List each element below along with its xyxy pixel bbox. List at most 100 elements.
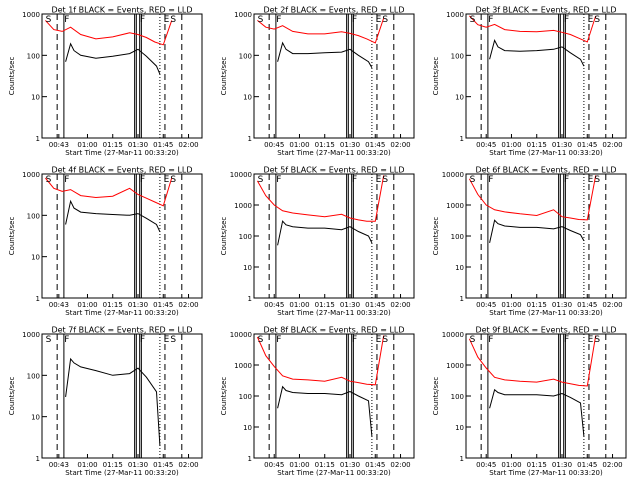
x-tick-label-1-4: 01:30	[128, 141, 148, 149]
y-tick-label-4-1: 1	[36, 295, 40, 303]
x-tick-label-5-1: 00:45	[264, 301, 284, 309]
y-tick-label-8-4: 1000	[234, 362, 252, 370]
marker-4-3: F	[140, 175, 145, 185]
x-tick-label-1-3: 01:15	[103, 141, 123, 149]
y-tick-label-3-3: 100	[451, 52, 464, 60]
marker-7-2: F	[64, 335, 69, 345]
series-black-3	[489, 39, 585, 67]
marker-8-5: S	[382, 335, 388, 345]
x-tick-label-8-5: 01:45	[365, 461, 385, 469]
series-red-5	[256, 175, 385, 222]
y-tick-label-3-2: 10	[455, 94, 464, 102]
x-tick-label-1-2: 01:00	[77, 141, 97, 149]
x-tick-label-3-3: 01:15	[527, 141, 547, 149]
y-axis-label-3: Counts/sec	[432, 57, 440, 96]
x-tick-label-7-3: 01:15	[103, 461, 123, 469]
y-tick-label-7-4: 1000	[22, 331, 40, 339]
x-tick-label-1-1: 00:43	[49, 141, 69, 149]
y-tick-label-8-3: 100	[239, 393, 252, 401]
plot-frame-1	[41, 13, 203, 139]
marker-2-3: F	[352, 15, 357, 25]
y-tick-label-9-1: 1	[460, 455, 464, 463]
y-axis-label-1: Counts/sec	[8, 57, 16, 96]
marker-1-3: F	[140, 15, 145, 25]
y-axis-label-5: Counts/sec	[220, 217, 228, 256]
x-tick-label-2-4: 01:30	[340, 141, 360, 149]
marker-1-4: E	[164, 15, 170, 25]
marker-1-2: F	[64, 15, 69, 25]
x-axis-label-2: Start Time (27-Mar-11 00:33:20)	[277, 149, 391, 157]
y-tick-label-5-3: 100	[239, 233, 252, 241]
plot-frame-5	[253, 173, 415, 299]
series-red-8	[256, 335, 385, 386]
y-tick-label-9-3: 100	[451, 393, 464, 401]
panel-title-5: Det 5f BLACK = Events, RED = LLD	[263, 166, 404, 175]
plot-frame-6	[465, 173, 627, 299]
marker-1-5: S	[170, 15, 176, 25]
x-tick-label-9-5: 01:45	[577, 461, 597, 469]
y-tick-label-1-4: 1000	[22, 11, 40, 19]
y-tick-label-6-1: 1	[460, 295, 464, 303]
marker-2-4: E	[376, 15, 382, 25]
marker-8-2: F	[276, 335, 281, 345]
y-tick-label-6-5: 10000	[442, 171, 464, 179]
x-tick-label-8-6: 02:00	[390, 461, 410, 469]
x-tick-label-7-2: 01:00	[77, 461, 97, 469]
y-tick-label-2-1: 1	[248, 135, 252, 143]
x-axis-label-6: Start Time (27-Mar-11 00:33:20)	[489, 309, 603, 317]
marker-5-4: E	[376, 175, 382, 185]
y-tick-label-5-1: 1	[248, 295, 252, 303]
plot-frame-2	[253, 13, 415, 139]
marker-3-1: S	[470, 15, 476, 25]
x-tick-label-3-4: 01:30	[552, 141, 572, 149]
marker-9-3: F	[564, 335, 569, 345]
x-tick-label-3-2: 01:00	[501, 141, 521, 149]
marker-7-4: E	[164, 335, 170, 345]
x-axis-label-1: Start Time (27-Mar-11 00:33:20)	[65, 149, 179, 157]
panel-title-1: Det 1f BLACK = Events, RED = LLD	[51, 6, 192, 15]
series-black-7	[65, 357, 161, 446]
x-axis-label-5: Start Time (27-Mar-11 00:33:20)	[277, 309, 391, 317]
marker-9-1: S	[470, 335, 476, 345]
series-black-8	[277, 385, 373, 437]
x-axis-label-3: Start Time (27-Mar-11 00:33:20)	[489, 149, 603, 157]
x-tick-label-4-3: 01:15	[103, 301, 123, 309]
y-tick-label-3-4: 1000	[446, 11, 464, 19]
marker-8-3: F	[352, 335, 357, 345]
y-tick-label-2-4: 1000	[234, 11, 252, 19]
marker-5-5: S	[382, 175, 388, 185]
x-tick-label-7-1: 00:43	[49, 461, 69, 469]
y-tick-label-6-4: 1000	[446, 202, 464, 210]
plot-frame-8	[253, 333, 415, 459]
y-tick-label-5-5: 10000	[230, 171, 252, 179]
marker-5-1: S	[258, 175, 264, 185]
y-axis-label-9: Counts/sec	[432, 377, 440, 416]
plot-frame-7	[41, 333, 203, 459]
marker-8-1: S	[258, 335, 264, 345]
x-tick-label-4-6: 02:00	[178, 301, 198, 309]
series-black-4	[65, 199, 161, 233]
marker-3-2: F	[488, 15, 493, 25]
series-black-1	[65, 42, 161, 75]
x-tick-label-6-2: 01:00	[501, 301, 521, 309]
y-tick-label-1-2: 10	[31, 94, 40, 102]
y-tick-label-5-4: 1000	[234, 202, 252, 210]
x-tick-label-5-4: 01:30	[340, 301, 360, 309]
marker-4-1: S	[46, 175, 52, 185]
x-tick-label-8-1: 00:45	[264, 461, 284, 469]
marker-2-2: F	[276, 15, 281, 25]
series-black-9	[489, 388, 585, 437]
x-axis-label-8: Start Time (27-Mar-11 00:33:20)	[277, 469, 391, 477]
x-axis-label-9: Start Time (27-Mar-11 00:33:20)	[489, 469, 603, 477]
series-red-1	[45, 20, 173, 46]
marker-9-5: S	[594, 335, 600, 345]
x-tick-label-8-3: 01:15	[315, 461, 335, 469]
panel-title-8: Det 8f BLACK = Events, RED = LLD	[263, 326, 404, 335]
panel-title-7: Det 7f BLACK = Events, RED = LLD	[51, 326, 192, 335]
series-black-6	[489, 219, 585, 244]
marker-6-5: S	[594, 175, 600, 185]
x-tick-label-2-5: 01:45	[365, 141, 385, 149]
x-tick-label-1-6: 02:00	[178, 141, 198, 149]
